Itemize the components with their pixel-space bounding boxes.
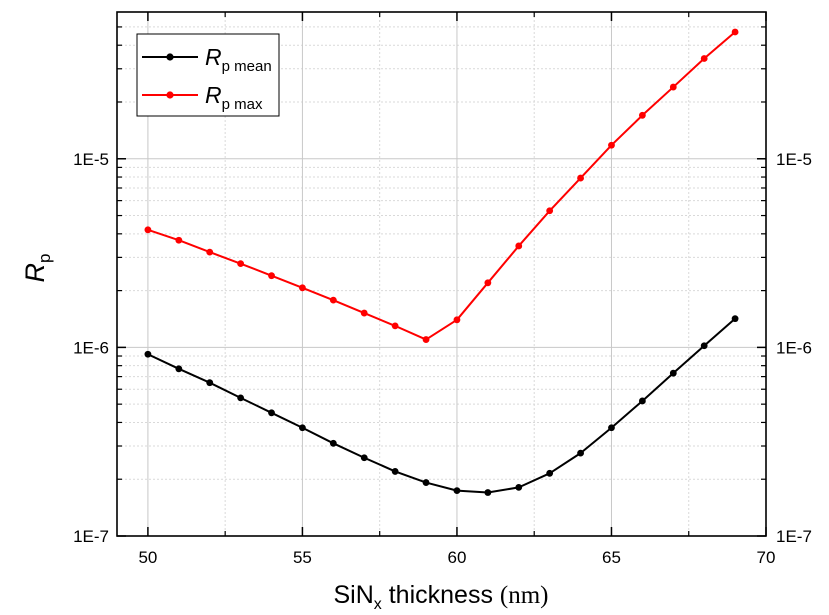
data-point-rp-mean xyxy=(669,369,677,377)
data-point-rp-max xyxy=(237,260,245,268)
y-axis-title-main: R xyxy=(20,263,50,283)
x-tick-label: 50 xyxy=(138,548,157,567)
legend-label-rp-mean-main: R xyxy=(205,44,222,70)
x-tick-label: 60 xyxy=(447,548,466,567)
y-axis-title-sub: p xyxy=(35,254,54,263)
data-point-rp-mean xyxy=(638,397,646,405)
legend-label-rp-mean-sub: p mean xyxy=(222,58,272,75)
data-point-rp-max xyxy=(453,316,461,324)
plot-frame xyxy=(116,11,767,537)
data-point-rp-max xyxy=(669,83,677,91)
data-point-rp-max xyxy=(391,322,399,330)
data-point-rp-mean xyxy=(577,449,584,457)
y-tick-label-left: 1E-5 xyxy=(73,150,109,169)
legend-label-rp-max-sub: p max xyxy=(222,96,263,113)
data-point-rp-mean xyxy=(515,483,523,491)
legend-label-rp-max: Rp max xyxy=(205,82,263,113)
data-point-rp-max xyxy=(268,272,275,280)
y-tick-label-left: 1E-6 xyxy=(73,338,109,357)
x-axis-title-prefix: SiN xyxy=(333,581,373,609)
y-axis-title: Rp xyxy=(20,254,54,283)
data-point-rp-max xyxy=(700,55,708,62)
data-point-rp-mean xyxy=(175,365,183,373)
data-point-rp-mean xyxy=(484,489,492,496)
data-point-rp-mean xyxy=(360,454,368,462)
legend-box xyxy=(136,33,280,117)
data-point-rp-max xyxy=(360,309,368,317)
legend-label-rp-max-main: R xyxy=(205,82,222,108)
series-line-rp-max xyxy=(147,31,736,341)
data-point-rp-mean xyxy=(299,424,306,432)
y-tick-label-right: 1E-6 xyxy=(776,338,812,357)
data-point-rp-max xyxy=(638,111,646,119)
data-point-rp-max xyxy=(206,248,214,256)
data-point-rp-mean xyxy=(700,342,708,350)
legend-label-rp-mean: Rp mean xyxy=(205,44,272,75)
data-point-rp-mean xyxy=(329,439,337,447)
y-tick-label-left: 1E-7 xyxy=(73,527,109,546)
data-point-rp-max xyxy=(608,141,615,149)
data-point-rp-max xyxy=(731,28,739,36)
data-point-rp-mean xyxy=(608,424,615,432)
data-point-rp-max xyxy=(577,174,584,182)
legend: Rp mean Rp max xyxy=(136,33,280,117)
data-point-rp-max xyxy=(515,242,523,250)
x-tick-label: 55 xyxy=(293,548,312,567)
series-layer xyxy=(144,28,739,496)
x-tick-label: 65 xyxy=(602,548,621,567)
data-point-rp-mean xyxy=(391,468,399,475)
x-tick-label: 70 xyxy=(757,548,776,567)
legend-entry-rp-max: Rp max xyxy=(142,82,263,113)
data-point-rp-max xyxy=(484,279,492,287)
y-tick-label-right: 1E-5 xyxy=(776,150,812,169)
y-tick-label-right: 1E-7 xyxy=(776,527,812,546)
legend-marker-rp-max xyxy=(166,91,174,99)
data-point-rp-max xyxy=(144,226,152,234)
data-point-rp-mean xyxy=(206,379,214,387)
data-point-rp-mean xyxy=(453,487,461,495)
data-point-rp-max xyxy=(299,284,306,292)
data-point-rp-max xyxy=(422,336,430,343)
data-point-rp-mean xyxy=(546,469,554,477)
data-point-rp-max xyxy=(546,207,554,215)
data-point-rp-max xyxy=(329,296,337,304)
series-line-rp-mean xyxy=(147,317,736,494)
data-point-rp-mean xyxy=(268,409,275,417)
x-axis-title-mid: thickness xyxy=(382,581,500,609)
data-point-rp-max xyxy=(175,236,183,244)
data-point-rp-mean xyxy=(237,394,245,402)
data-point-rp-mean xyxy=(422,479,430,486)
legend-marker-rp-mean xyxy=(166,53,174,61)
x-axis-title-sub: x xyxy=(374,596,382,613)
x-axis-title-unit: (nm) xyxy=(500,582,549,609)
data-point-rp-mean xyxy=(731,315,739,323)
data-point-rp-mean xyxy=(144,350,152,358)
x-axis-title: SiNx thickness (nm) xyxy=(333,581,548,613)
legend-entry-rp-mean: Rp mean xyxy=(142,44,272,75)
